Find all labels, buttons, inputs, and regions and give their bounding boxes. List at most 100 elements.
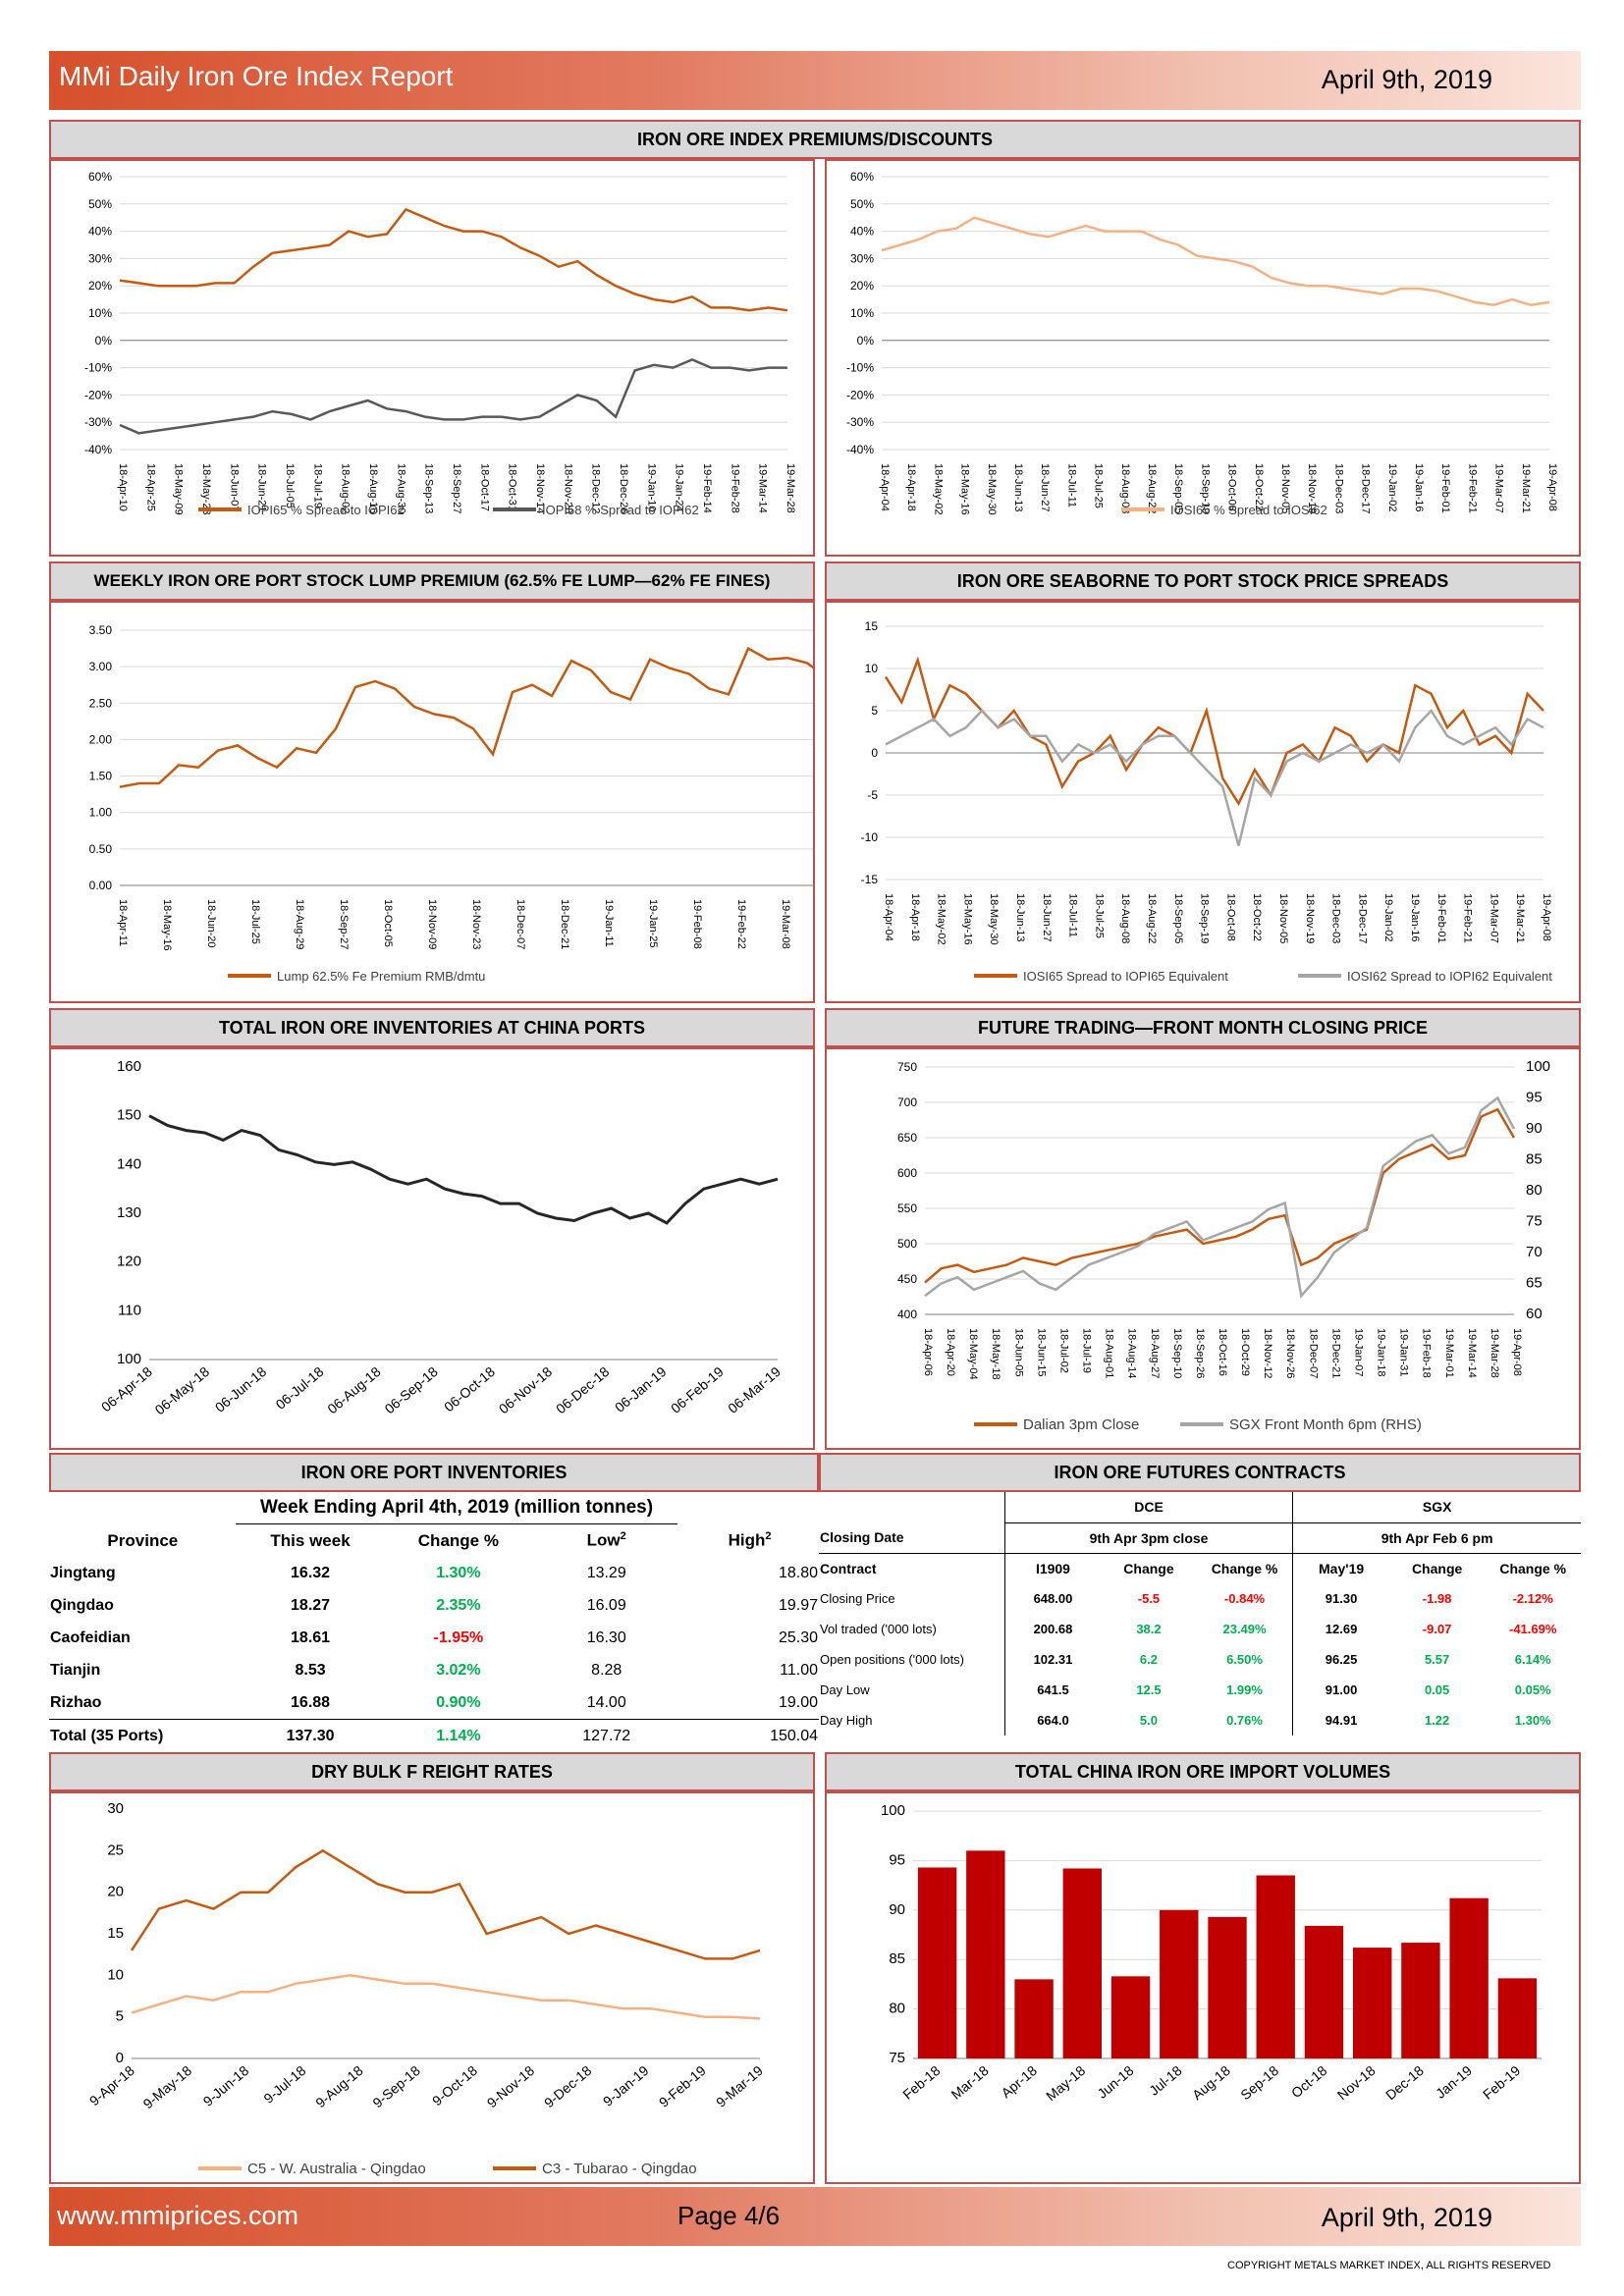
x-tick-label: 9-Nov-18 (484, 2062, 538, 2110)
y-tick-label: 0 (116, 2050, 124, 2066)
inventory-cell: -1.95% (433, 1629, 484, 1646)
x-tick-label: 18-Aug-29 (294, 899, 305, 949)
y-tick-label: 20 (107, 1884, 124, 1900)
y-tick-label: 85 (889, 1950, 905, 1967)
x-tick-label: Nov-18 (1334, 2062, 1379, 2103)
col-province: Province (107, 1530, 179, 1550)
y-tick-label: 0.50 (89, 842, 113, 856)
x-tick-label: 06-Oct-18 (441, 1363, 498, 1415)
x-tick-label: 18-Dec-21 (559, 899, 570, 949)
x-tick-label: 9-Jul-18 (260, 2062, 308, 2107)
col-this-week: This week (270, 1530, 351, 1550)
y-tick-label: 700 (897, 1095, 917, 1109)
futures-table-wrap: DCE SGX Closing Date 9th Apr 3pm close 9… (819, 1492, 1581, 1749)
x-tick-label: 06-Dec-18 (553, 1363, 613, 1416)
legend-label: Lump 62.5% Fe Premium RMB/dmtu (277, 969, 485, 984)
x-tick-label: 19-Apr-08 (1541, 893, 1552, 941)
x-tick-label: 19-Feb-14 (701, 463, 713, 513)
x-tick-label: 18-Oct-08 (1226, 463, 1238, 511)
x-tick-label: 18-Dec-03 (1330, 893, 1342, 943)
x-tick-label: 9-Aug-18 (312, 2062, 366, 2110)
x-tick-label: 18-Nov-09 (426, 899, 438, 949)
y-tick-label: 30% (88, 251, 112, 265)
y2-tick-label: 95 (1526, 1090, 1543, 1106)
import-bar (1160, 1909, 1199, 2058)
x-tick-label: 9-Apr-18 (86, 2062, 137, 2109)
x-tick-label: 18-Jun-07 (228, 463, 240, 512)
y-tick-label: 80 (889, 2001, 905, 2017)
x-tick-label: 19-Jan-18 (1376, 1328, 1387, 1377)
series-line (924, 1095, 1516, 1299)
inventory-cell: 11.00 (780, 1661, 818, 1679)
lump-title: WEEKLY IRON ORE PORT STOCK LUMP PREMIUM … (49, 561, 815, 601)
x-tick-label: 06-May-18 (152, 1363, 213, 1417)
port-inventories-title: IRON ORE PORT INVENTORIES (49, 1453, 819, 1492)
y-tick-label: 130 (117, 1204, 141, 1221)
y-tick-label: 0 (871, 746, 878, 760)
x-tick-label: 18-May-02 (932, 463, 944, 515)
x-tick-label: 18-Oct-22 (1253, 463, 1265, 511)
import-bar (1110, 1976, 1151, 2058)
x-tick-label: 06-Jun-18 (212, 1363, 270, 1415)
x-tick-label: 18-Jun-27 (1039, 463, 1051, 512)
x-tick-label: 18-Dec-07 (1307, 1328, 1319, 1378)
inventory-cell: Qingdao (50, 1596, 114, 1614)
inventory-cell: 0.90% (436, 1693, 481, 1711)
x-tick-label: 18-May-04 (967, 1328, 979, 1380)
y-tick-label: 1.00 (89, 806, 113, 820)
y2-tick-label: 80 (1526, 1182, 1543, 1199)
x-tick-label: 19-Feb-08 (691, 899, 703, 949)
y-tick-label: 0.00 (89, 879, 113, 892)
futures-cell: 1.99% (1196, 1675, 1294, 1705)
x-tick-label: 18-Jun-13 (1012, 463, 1024, 512)
import-bar (1449, 1897, 1489, 2058)
x-tick-label: 18-Jun-05 (1012, 1328, 1024, 1377)
x-tick-label: 18-Jul-25 (249, 899, 261, 944)
x-tick-label: 19-Jan-11 (603, 899, 615, 947)
report-header: MMi Daily Iron Ore Index Report April 9t… (49, 51, 1581, 110)
series-line (119, 357, 787, 435)
col-sgx-change: Change (1411, 1560, 1463, 1576)
x-tick-label: 06-Nov-18 (496, 1363, 556, 1416)
x-tick-label: 18-Sep-27 (451, 463, 462, 513)
x-tick-label: 19-Mar-07 (1493, 463, 1505, 513)
x-tick-label: 19-Mar-08 (780, 899, 791, 949)
inventory-cell: 13.29 (586, 1564, 626, 1581)
x-tick-label: 19-Mar-01 (1443, 1328, 1455, 1378)
y2-tick-label: 100 (1526, 1058, 1550, 1075)
x-tick-label: 9-Mar-19 (713, 2062, 766, 2110)
website-link[interactable]: www.mmiprices.com (57, 2201, 299, 2230)
y-tick-label: 2.00 (89, 732, 113, 746)
x-tick-label: 18-Dec-17 (1360, 463, 1372, 513)
x-tick-label: 18-Apr-25 (144, 463, 156, 511)
inventory-cell: 18.61 (291, 1629, 331, 1646)
y-tick-label: 1.50 (89, 770, 113, 783)
x-tick-label: 06-Sep-18 (381, 1363, 441, 1416)
y-tick-label: 750 (897, 1060, 917, 1074)
x-tick-label: 18-Jun-20 (205, 899, 217, 948)
x-tick-label: 18-Dec-26 (618, 463, 629, 513)
x-tick-label: 19-Jan-02 (1386, 463, 1398, 512)
futures-cell: 12.5 (1136, 1682, 1162, 1697)
inventory-cell: 150.04 (680, 1719, 819, 1752)
x-tick-label: 18-May-16 (959, 463, 971, 515)
y-tick-label: 100 (117, 1351, 141, 1367)
chart-premiums-right: 60% 50% 40% 30% 20% 10% 0% -10% -20% -30% -40% 18-A… (825, 159, 1581, 557)
x-tick-label: Feb-19 (1480, 2062, 1523, 2103)
y-tick-label: 30% (850, 251, 874, 265)
y-tick-label: 60% (850, 170, 874, 184)
footer-date: April 9th, 2019 (1321, 2203, 1492, 2232)
y2-tick-label: 60 (1526, 1306, 1543, 1322)
inventory-row: Rizhao 16.88 0.90% 14.00 19.00 (49, 1686, 819, 1720)
series-line (924, 1107, 1516, 1284)
chart-imports: 100 95 90 85 80 75 Feb-18 Mar-18 Apr-18 May-18 Jun… (825, 1791, 1581, 2184)
x-tick-label: 19-Jan-10 (645, 463, 657, 512)
x-tick-label: Aug-18 (1189, 2062, 1233, 2103)
x-tick-label: 18-May-30 (986, 463, 998, 515)
inventory-cell: 3.02% (436, 1661, 481, 1679)
x-tick-label: 18-Sep-05 (1172, 893, 1184, 943)
x-tick-label: 18-Dec-07 (514, 899, 526, 949)
futures-cell: 6.2 (1139, 1652, 1158, 1667)
legend-label: Dalian 3pm Close (1023, 1416, 1139, 1433)
y-tick-label: 25 (107, 1842, 124, 1858)
